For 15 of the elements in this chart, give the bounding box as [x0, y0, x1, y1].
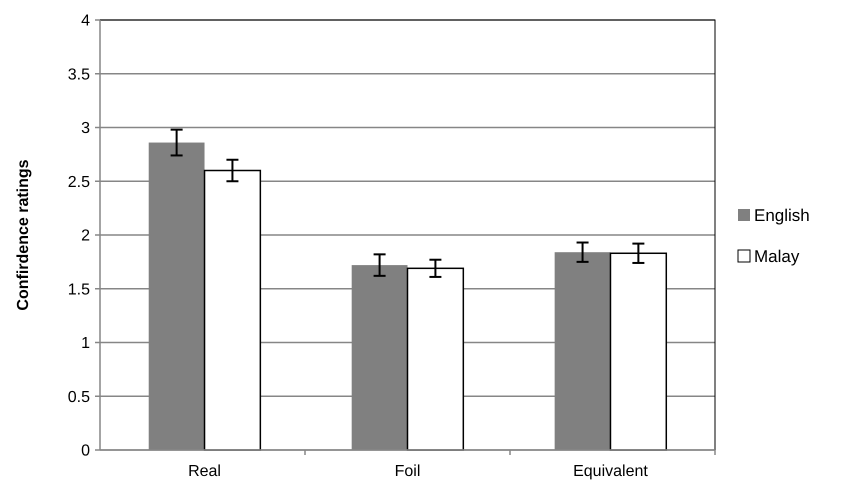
y-axis-title: Confirdence ratings [15, 159, 32, 311]
x-tick-label: Equivalent [573, 463, 648, 480]
x-tick-label: Foil [394, 463, 420, 480]
y-tick-label: 2.5 [68, 174, 90, 191]
y-tick-label: 3 [81, 120, 90, 138]
y-tick-label: 2 [81, 228, 90, 245]
y-tick-label: 1.5 [68, 281, 90, 298]
y-tick-label: 1 [81, 335, 90, 352]
y-tick-label: 0 [81, 442, 90, 460]
y-tick-label: 3.5 [68, 66, 90, 84]
y-tick-label: 0.5 [68, 388, 90, 406]
y-tick-label: 4 [81, 12, 90, 30]
x-tick-label: Real [188, 463, 221, 480]
legend-label: English [754, 206, 810, 225]
legend-label: Malay [754, 246, 800, 266]
